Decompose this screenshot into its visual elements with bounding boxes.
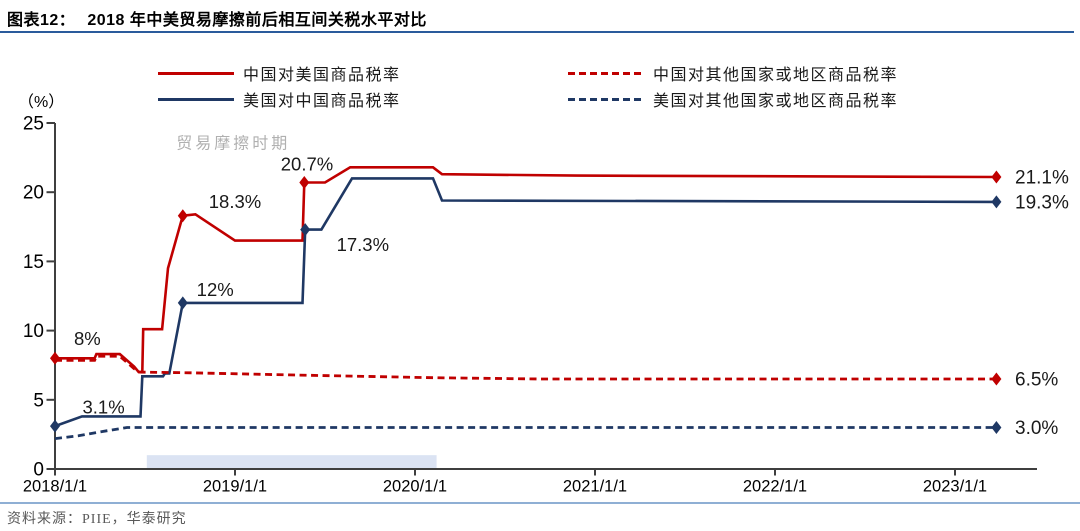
trade-friction-band	[146, 455, 437, 469]
x-tick-label: 2020/1/1	[383, 478, 447, 496]
x-tick-label: 2022/1/1	[743, 478, 807, 496]
end-value-label: 19.3%	[1015, 192, 1069, 213]
y-tick-label: 10	[23, 321, 44, 342]
y-tick-label: 20	[23, 183, 44, 204]
series-line-us-on-row	[54, 426, 997, 440]
legend-label: 美国对中国商品税率	[243, 93, 401, 110]
legend-item-us-on-row: 美国对其他国家或地区商品税率	[568, 88, 898, 110]
marker-diamond-us-on-china	[991, 195, 1002, 209]
legend-line-icon	[158, 97, 234, 101]
marker-diamond-us-on-china	[177, 296, 188, 310]
x-tick-label: 2021/1/1	[563, 478, 627, 496]
legend-item-china-on-row: 中国对其他国家或地区商品税率	[568, 62, 898, 84]
y-tick-label: 5	[33, 390, 44, 411]
x-tick-label: 2019/1/1	[203, 478, 267, 496]
end-value-label: 6.5%	[1015, 370, 1058, 391]
legend-label: 中国对美国商品税率	[243, 67, 401, 84]
legend-dashed-line-icon	[568, 71, 644, 75]
legend-label: 美国对其他国家或地区商品税率	[653, 93, 899, 110]
legend-item-us-on-china: 美国对中国商品税率	[158, 88, 401, 110]
end-value-label: 21.1%	[1015, 167, 1069, 188]
marker-diamond-china-on-row	[991, 372, 1002, 386]
legend-label: 中国对其他国家或地区商品税率	[653, 67, 899, 84]
figure-number: 图表12：	[7, 12, 76, 29]
legend-line-icon	[158, 71, 234, 75]
end-value-label: 3.0%	[1015, 418, 1058, 439]
marker-diamond-china-on-us	[299, 176, 310, 190]
data-point-label: 3.1%	[83, 396, 125, 417]
marker-diamond-us-on-china	[300, 223, 311, 237]
marker-diamond-china-on-us	[50, 351, 60, 365]
y-tick-label: 25	[23, 114, 44, 135]
footer-divider	[0, 502, 1080, 504]
x-tick-label: 2023/1/1	[923, 478, 987, 496]
y-axis-unit-label: （%）	[18, 94, 65, 111]
legend-dashed-line-icon	[568, 97, 644, 101]
marker-diamond-us-on-china	[50, 419, 60, 433]
data-point-label: 17.3%	[337, 234, 389, 255]
data-point-label: 12%	[197, 279, 234, 300]
series-line-china-on-us	[55, 166, 997, 374]
figure-title: 图表12： 2018 年中美贸易摩擦前后相互间关税水平对比	[7, 6, 427, 30]
figure-name: 2018 年中美贸易摩擦前后相互间关税水平对比	[87, 12, 427, 29]
y-tick-label: 15	[23, 252, 44, 273]
source-note: 资料来源：PIIE，华泰研究	[7, 512, 187, 527]
legend-item-china-on-us: 中国对美国商品税率	[158, 62, 401, 84]
series-line-china-on-row	[55, 354, 997, 381]
marker-diamond-us-on-row	[991, 420, 1002, 434]
marker-diamond-china-on-us	[991, 170, 1002, 184]
title-underline	[0, 31, 1074, 33]
data-point-label: 20.7%	[281, 154, 333, 175]
band-period-label: 贸易摩擦时期	[176, 134, 290, 152]
data-point-label: 18.3%	[209, 191, 261, 212]
data-point-label: 8%	[74, 328, 101, 349]
x-tick-label: 2018/1/1	[23, 478, 87, 496]
marker-diamond-china-on-us	[177, 209, 188, 223]
y-tick-label: 0	[33, 460, 44, 481]
